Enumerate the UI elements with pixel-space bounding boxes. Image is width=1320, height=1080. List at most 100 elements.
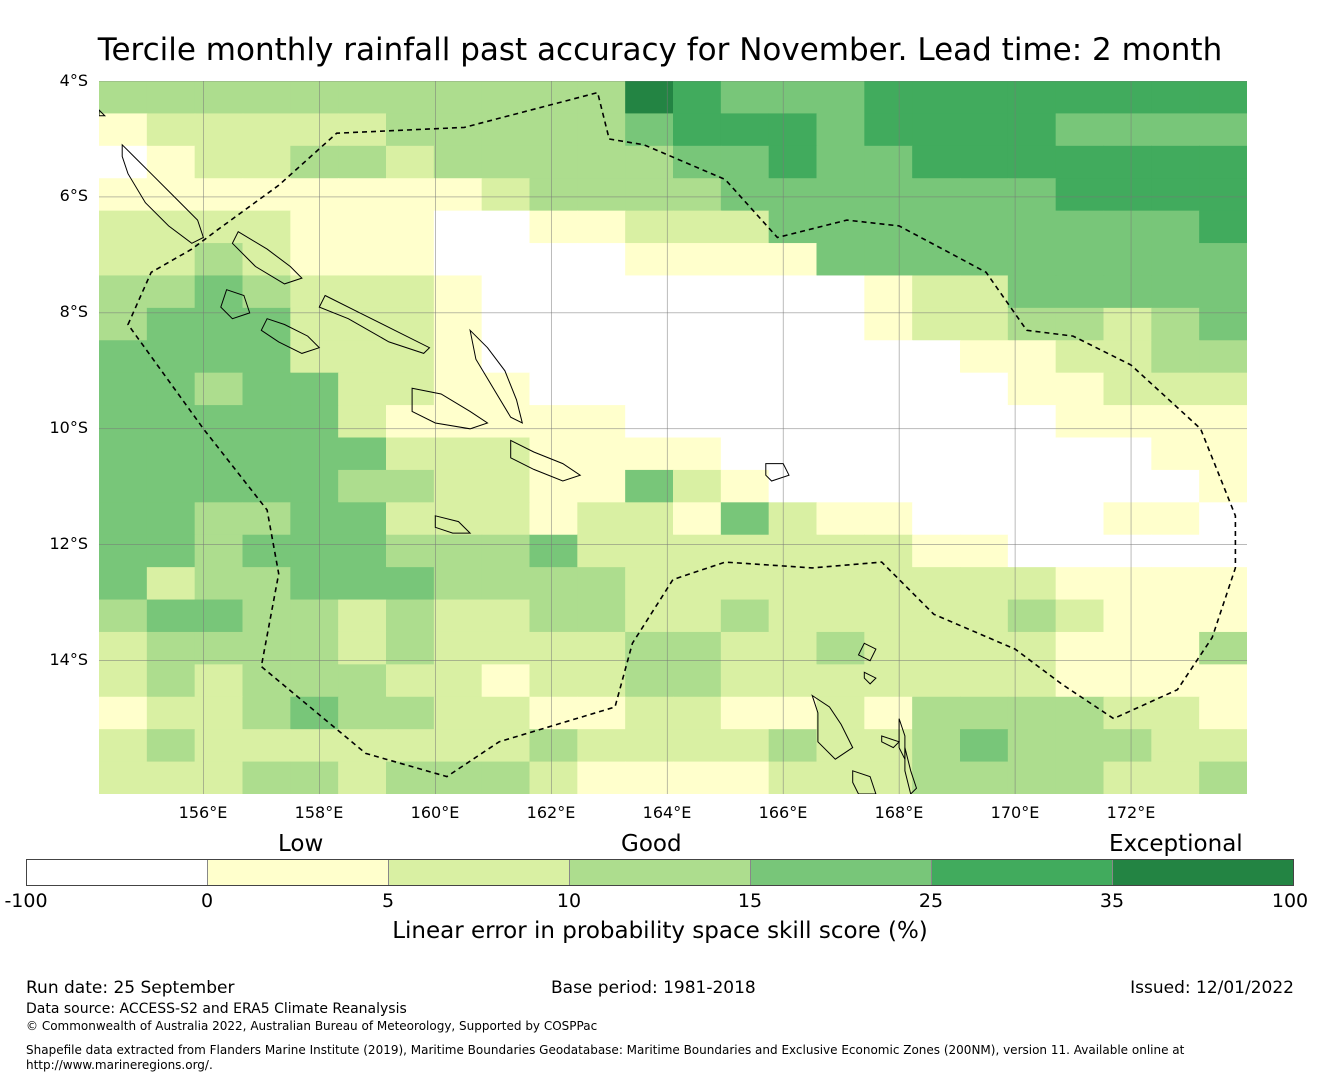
grid-cell <box>194 405 244 439</box>
grid-cell <box>242 599 291 633</box>
grid-cell <box>242 372 291 406</box>
grid-cell <box>1199 502 1247 536</box>
grid-cell <box>194 696 244 730</box>
colorbar <box>26 859 1294 886</box>
grid-cell <box>768 631 818 665</box>
grid-cell <box>912 210 961 244</box>
grid-cell <box>386 534 435 568</box>
grid-cell <box>338 567 387 601</box>
grid-cell <box>816 567 865 601</box>
grid-cell <box>720 405 770 439</box>
grid-cell <box>577 275 626 309</box>
grid-cell <box>99 567 148 601</box>
grid-cell <box>912 696 961 730</box>
grid-cell <box>960 664 1009 698</box>
grid-cell <box>146 372 196 406</box>
grid-cell <box>1151 340 1200 374</box>
grid-cell <box>625 469 674 503</box>
island-gaua <box>863 671 877 685</box>
grid-cell <box>242 340 291 374</box>
grid-cell <box>816 469 865 503</box>
grid-cell <box>194 275 244 309</box>
lon-label-156e: 156°E <box>178 803 228 822</box>
grid-cell <box>1151 81 1200 115</box>
grid-cell <box>1199 372 1247 406</box>
grid-cell <box>481 567 531 601</box>
grid-cell <box>1055 340 1105 374</box>
grid-cell <box>577 307 626 341</box>
grid-cell <box>386 243 435 277</box>
grid-cell <box>481 534 531 568</box>
grid-cell <box>1055 761 1105 794</box>
grid-cell <box>481 243 531 277</box>
grid-cell <box>625 567 674 601</box>
grid-cell <box>816 437 865 471</box>
grid-cell <box>720 340 770 374</box>
grid-cell <box>768 761 818 794</box>
colorbar-tick: 25 <box>918 890 944 912</box>
grid-cell <box>99 534 148 568</box>
grid-cell <box>481 437 531 471</box>
grid-cell <box>242 405 291 439</box>
grid-cell <box>816 307 865 341</box>
grid-cell <box>242 534 291 568</box>
quality-low-label: Low <box>278 831 324 857</box>
grid-cell <box>720 761 770 794</box>
colorbar-segment-15-25 <box>751 860 932 885</box>
skill-grid <box>99 81 1247 794</box>
grid-cell <box>433 307 483 341</box>
grid-cell <box>194 340 244 374</box>
grid-cell <box>625 696 674 730</box>
grid-cell <box>529 469 578 503</box>
grid-cell <box>1007 761 1057 794</box>
grid-cell <box>290 145 339 179</box>
grid-cell <box>1007 243 1057 277</box>
grid-cell <box>577 664 626 698</box>
eez-boundary <box>127 91 1237 778</box>
grid-cell <box>1055 664 1105 698</box>
grid-cell <box>529 729 578 763</box>
grid-cell <box>816 631 865 665</box>
grid-cell <box>1103 307 1152 341</box>
grid-cell <box>242 502 291 536</box>
grid-cell <box>673 437 722 471</box>
grid-cell <box>386 145 435 179</box>
grid-cell <box>194 631 244 665</box>
grid-cell <box>146 81 196 115</box>
grid-cell <box>720 372 770 406</box>
grid-cell <box>290 469 339 503</box>
grid-cell <box>1055 437 1105 471</box>
grid-cell <box>1151 534 1200 568</box>
grid-cell <box>290 729 339 763</box>
grid-cell <box>1055 243 1105 277</box>
grid-cell <box>99 405 148 439</box>
grid-cell <box>386 567 435 601</box>
grid-cell <box>481 81 531 115</box>
grid-cell <box>720 631 770 665</box>
grid-cell <box>194 437 244 471</box>
grid-cell <box>1199 534 1247 568</box>
grid-cell <box>960 761 1009 794</box>
grid-cell <box>673 275 722 309</box>
grid-cell <box>194 243 244 277</box>
grid-cell <box>912 340 961 374</box>
island-new-ireland <box>99 109 107 117</box>
grid-cell <box>673 113 722 147</box>
grid-cell <box>481 210 531 244</box>
grid-cell <box>625 502 674 536</box>
grid-cell <box>1055 729 1105 763</box>
grid-cell <box>1103 178 1152 212</box>
skill-score-map <box>99 81 1247 794</box>
grid-cell <box>290 81 339 115</box>
grid-cell <box>146 340 196 374</box>
grid-cell <box>1103 534 1152 568</box>
grid-cell <box>625 307 674 341</box>
grid-cell <box>146 761 196 794</box>
island-new-georgia <box>260 318 321 354</box>
grid-cell <box>290 340 339 374</box>
grid-cell <box>1007 729 1057 763</box>
grid-cell <box>481 178 531 212</box>
grid-cell <box>673 696 722 730</box>
island-malaita <box>469 328 524 424</box>
grid-cell <box>720 81 770 115</box>
